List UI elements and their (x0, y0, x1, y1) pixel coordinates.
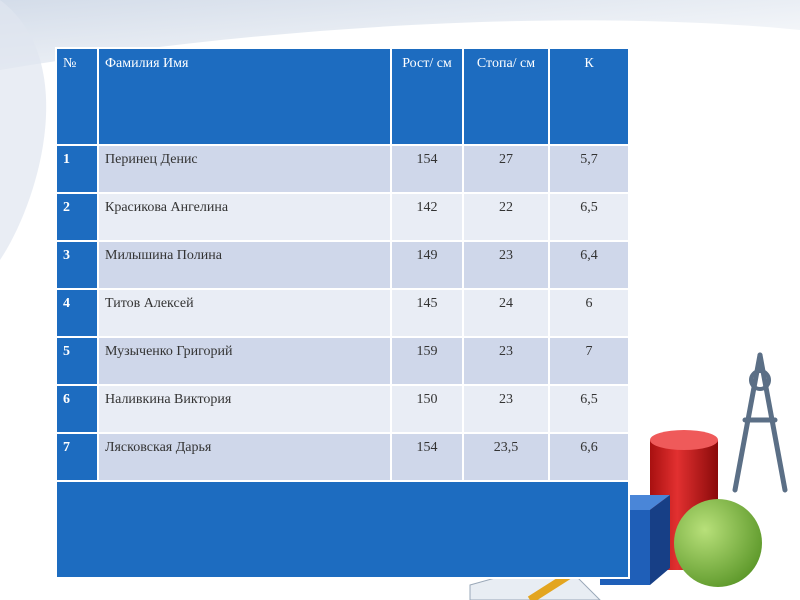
header-cell: Фамилия Имя (97, 47, 392, 146)
header-row: № Фамилия Имя Рост/ см Стопа/ см К (55, 47, 630, 146)
data-table: № Фамилия Имя Рост/ см Стопа/ см К 1 Перинец … (55, 47, 630, 579)
table-cell: 2 (55, 192, 99, 242)
table-row: 4 Титов Алексей 145 24 6 (55, 288, 630, 338)
table-cell: 149 (390, 240, 464, 290)
table-cell: 145 (390, 288, 464, 338)
table-cell: Лясковская Дарья (97, 432, 392, 482)
table-row: 5 Музыченко Григорий 159 23 7 (55, 336, 630, 386)
table-cell: 6 (55, 384, 99, 434)
header-cell: Рост/ см (390, 47, 464, 146)
header-cell: Стопа/ см (462, 47, 550, 146)
table-cell: 150 (390, 384, 464, 434)
table-cell: 7 (55, 432, 99, 482)
table-cell: 6,4 (548, 240, 630, 290)
table-cell: 5 (55, 336, 99, 386)
table-row: 1 Перинец Денис 154 27 5,7 (55, 144, 630, 194)
table-row: 3 Милышина Полина 149 23 6,4 (55, 240, 630, 290)
table-cell: Титов Алексей (97, 288, 392, 338)
table-cell: Музыченко Григорий (97, 336, 392, 386)
table-cell: 154 (390, 432, 464, 482)
table-cell: 4 (55, 288, 99, 338)
header-cell: № (55, 47, 99, 146)
table-cell: 23 (462, 240, 550, 290)
table-cell: Перинец Денис (97, 144, 392, 194)
table-cell: 6,5 (548, 192, 630, 242)
table-cell: 3 (55, 240, 99, 290)
table-cell: 142 (390, 192, 464, 242)
footer-cell (55, 480, 630, 579)
table-cell: 5,7 (548, 144, 630, 194)
table-cell: 6,5 (548, 384, 630, 434)
footer-row (55, 480, 630, 579)
table-cell: 23 (462, 384, 550, 434)
table-cell: 6,6 (548, 432, 630, 482)
table-row: 7 Лясковская Дарья 154 23,5 6,6 (55, 432, 630, 482)
table-row: 2 Красикова Ангелина 142 22 6,5 (55, 192, 630, 242)
table-cell: Красикова Ангелина (97, 192, 392, 242)
table-cell: Наливкина Виктория (97, 384, 392, 434)
table-cell: 23 (462, 336, 550, 386)
table-cell: 24 (462, 288, 550, 338)
table-cell: 6 (548, 288, 630, 338)
table-cell: 27 (462, 144, 550, 194)
table-cell: 22 (462, 192, 550, 242)
header-cell: К (548, 47, 630, 146)
table-cell: 7 (548, 336, 630, 386)
table-cell: Милышина Полина (97, 240, 392, 290)
table-cell: 154 (390, 144, 464, 194)
table-cell: 159 (390, 336, 464, 386)
table-cell: 1 (55, 144, 99, 194)
table-row: 6 Наливкина Виктория 150 23 6,5 (55, 384, 630, 434)
table-cell: 23,5 (462, 432, 550, 482)
